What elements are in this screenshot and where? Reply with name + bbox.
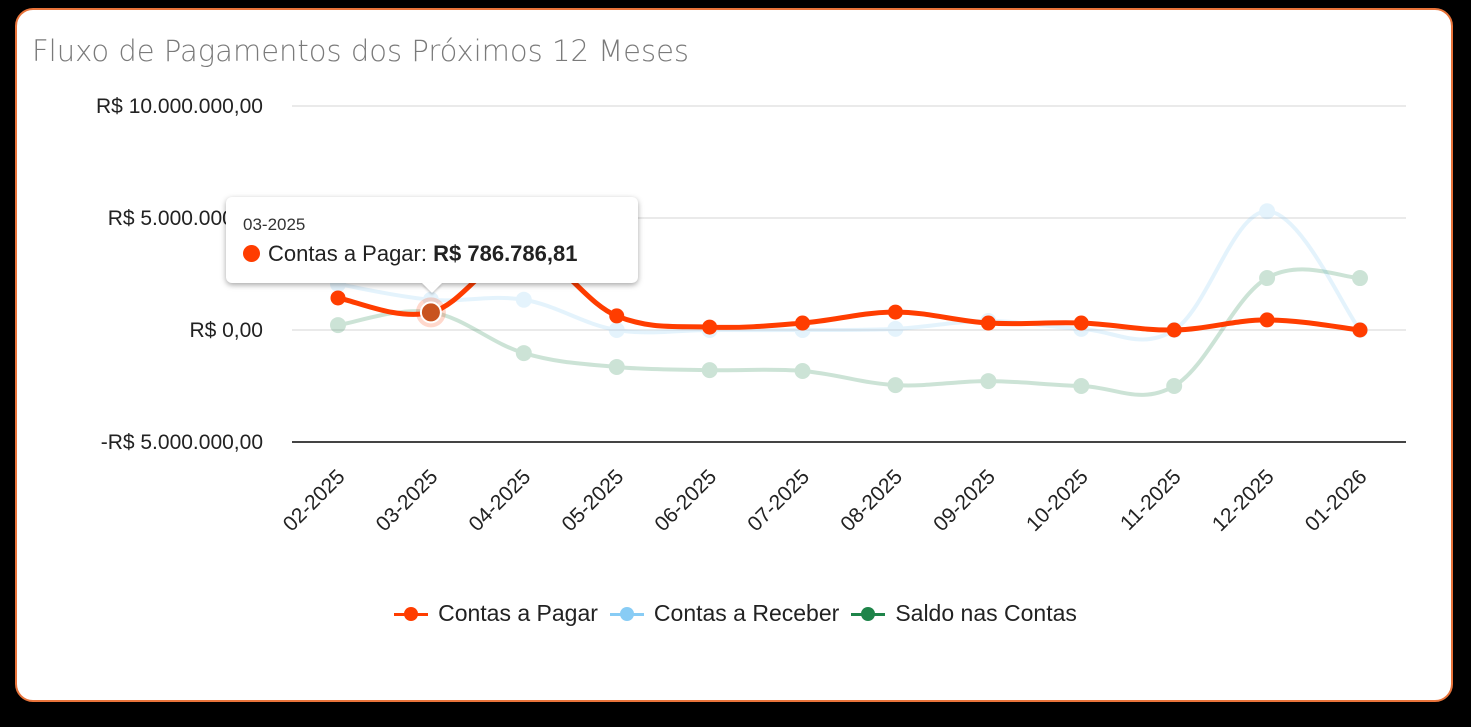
data-point[interactable] (887, 377, 904, 394)
data-point[interactable] (515, 345, 532, 362)
active-data-point[interactable] (419, 301, 442, 324)
data-point[interactable] (1166, 322, 1182, 338)
series-line (336, 267, 1362, 397)
legend-item-contas-a-receber[interactable]: Contas a Receber (609, 600, 840, 627)
y-tick-label: R$ 0,00 (189, 319, 263, 342)
tooltip-series-label: Contas a Pagar (268, 241, 421, 266)
tooltip-value: R$ 786.786,81 (433, 241, 578, 266)
data-point[interactable] (795, 315, 811, 331)
line-chart[interactable]: R$ 10.000.000,00 R$ 5.000.000,00 R$ 0,00 -R… (0, 0, 1471, 600)
x-tick-label: 06-2025 (650, 465, 721, 536)
legend-line-marker-icon (609, 606, 644, 621)
series-saldo-nas-contas[interactable] (330, 267, 1368, 397)
data-point[interactable] (887, 304, 903, 320)
data-point[interactable] (980, 315, 996, 331)
tooltip-arrow-icon (422, 283, 442, 293)
legend-label: Contas a Pagar (438, 600, 598, 626)
y-tick-label: R$ 10.000.000,00 (96, 95, 263, 118)
data-point[interactable] (608, 358, 625, 375)
legend-item-contas-a-pagar[interactable]: Contas a Pagar (394, 600, 598, 627)
data-point[interactable] (701, 362, 718, 379)
x-tick-label: 01-2026 (1301, 465, 1372, 536)
chart-legend: Contas a Pagar Contas a Receber Saldo na… (0, 600, 1471, 627)
chart-tooltip: 03-2025 Contas a Pagar: R$ 786.786,81 (226, 197, 638, 293)
tooltip-series-dot-icon (243, 245, 260, 262)
data-point[interactable] (1259, 203, 1276, 220)
legend-item-saldo-nas-contas[interactable]: Saldo nas Contas (851, 600, 1077, 627)
tooltip-date: 03-2025 (243, 215, 306, 234)
x-tick-label: 10-2025 (1022, 465, 1093, 536)
data-point[interactable] (515, 291, 532, 308)
y-tick-label: R$ 5.000.000,00 (108, 207, 263, 230)
data-point[interactable] (794, 362, 811, 379)
x-tick-label: 09-2025 (929, 465, 1000, 536)
data-point[interactable] (608, 322, 625, 338)
legend-line-marker-icon (394, 606, 429, 621)
data-point[interactable] (1073, 378, 1090, 394)
chart-card (15, 8, 1453, 702)
x-tick-label: 07-2025 (743, 465, 814, 536)
data-point[interactable] (1259, 270, 1276, 287)
legend-label: Contas a Receber (653, 600, 840, 626)
data-point[interactable] (980, 373, 997, 390)
data-point[interactable] (1166, 378, 1183, 394)
data-point[interactable] (330, 317, 346, 334)
tooltip-separator: : (420, 241, 427, 266)
x-tick-label: 08-2025 (836, 465, 907, 536)
data-point[interactable] (609, 308, 625, 324)
chart-title: Fluxo de Pagamentos dos Próximos 12 Mese… (32, 34, 690, 68)
series-line (336, 209, 1362, 342)
x-tick-label: 04-2025 (465, 465, 536, 536)
tooltip-row: Contas a Pagar: R$ 786.786,81 (243, 241, 577, 267)
x-tick-label: 05-2025 (557, 465, 628, 536)
data-point[interactable] (1352, 270, 1368, 287)
y-tick-label: -R$ 5.000.000,00 (101, 431, 263, 454)
legend-line-marker-icon (851, 606, 886, 621)
legend-label: Saldo nas Contas (895, 600, 1077, 626)
data-point[interactable] (887, 320, 904, 337)
x-tick-label: 02-2025 (279, 465, 350, 536)
data-point[interactable] (330, 290, 346, 306)
x-tick-label: 12-2025 (1208, 465, 1279, 536)
data-point[interactable] (1352, 322, 1368, 338)
x-tick-label: 11-2025 (1116, 465, 1186, 535)
data-point[interactable] (1073, 315, 1089, 331)
data-point[interactable] (1259, 312, 1275, 328)
x-tick-label: 03-2025 (372, 465, 443, 536)
data-point[interactable] (702, 319, 718, 335)
